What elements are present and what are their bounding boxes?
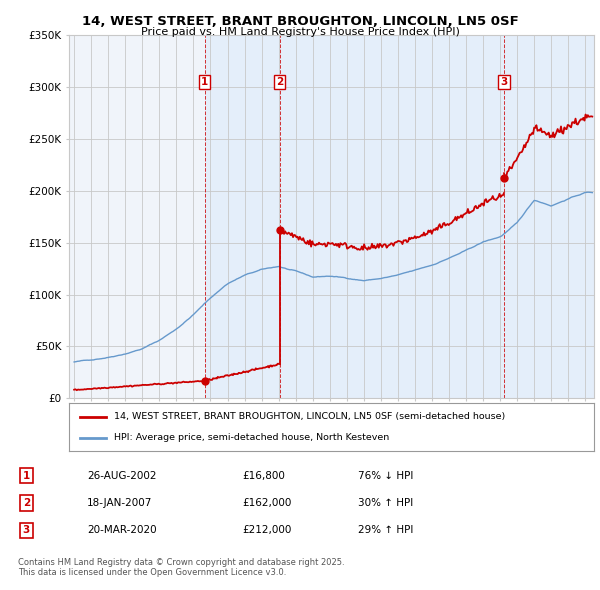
Text: £212,000: £212,000 <box>242 526 292 535</box>
Text: 18-JAN-2007: 18-JAN-2007 <box>87 498 152 508</box>
Text: Price paid vs. HM Land Registry's House Price Index (HPI): Price paid vs. HM Land Registry's House … <box>140 27 460 37</box>
Text: 20-MAR-2020: 20-MAR-2020 <box>87 526 157 535</box>
Text: 1: 1 <box>23 471 30 480</box>
Text: 2: 2 <box>23 498 30 508</box>
Text: 26-AUG-2002: 26-AUG-2002 <box>87 471 157 480</box>
Text: 3: 3 <box>500 77 508 87</box>
Text: 1: 1 <box>201 77 208 87</box>
Text: 14, WEST STREET, BRANT BROUGHTON, LINCOLN, LN5 0SF (semi-detached house): 14, WEST STREET, BRANT BROUGHTON, LINCOL… <box>113 412 505 421</box>
Text: Contains HM Land Registry data © Crown copyright and database right 2025.
This d: Contains HM Land Registry data © Crown c… <box>18 558 344 577</box>
Text: 3: 3 <box>23 526 30 535</box>
Bar <box>205 35 280 398</box>
Text: 14, WEST STREET, BRANT BROUGHTON, LINCOLN, LN5 0SF: 14, WEST STREET, BRANT BROUGHTON, LINCOL… <box>82 15 518 28</box>
Text: £162,000: £162,000 <box>242 498 292 508</box>
Bar <box>504 35 594 398</box>
Text: £16,800: £16,800 <box>242 471 285 480</box>
Text: 2: 2 <box>276 77 283 87</box>
Text: 30% ↑ HPI: 30% ↑ HPI <box>358 498 413 508</box>
Text: HPI: Average price, semi-detached house, North Kesteven: HPI: Average price, semi-detached house,… <box>113 433 389 442</box>
Text: 29% ↑ HPI: 29% ↑ HPI <box>358 526 413 535</box>
Bar <box>280 35 504 398</box>
Text: 76% ↓ HPI: 76% ↓ HPI <box>358 471 413 480</box>
